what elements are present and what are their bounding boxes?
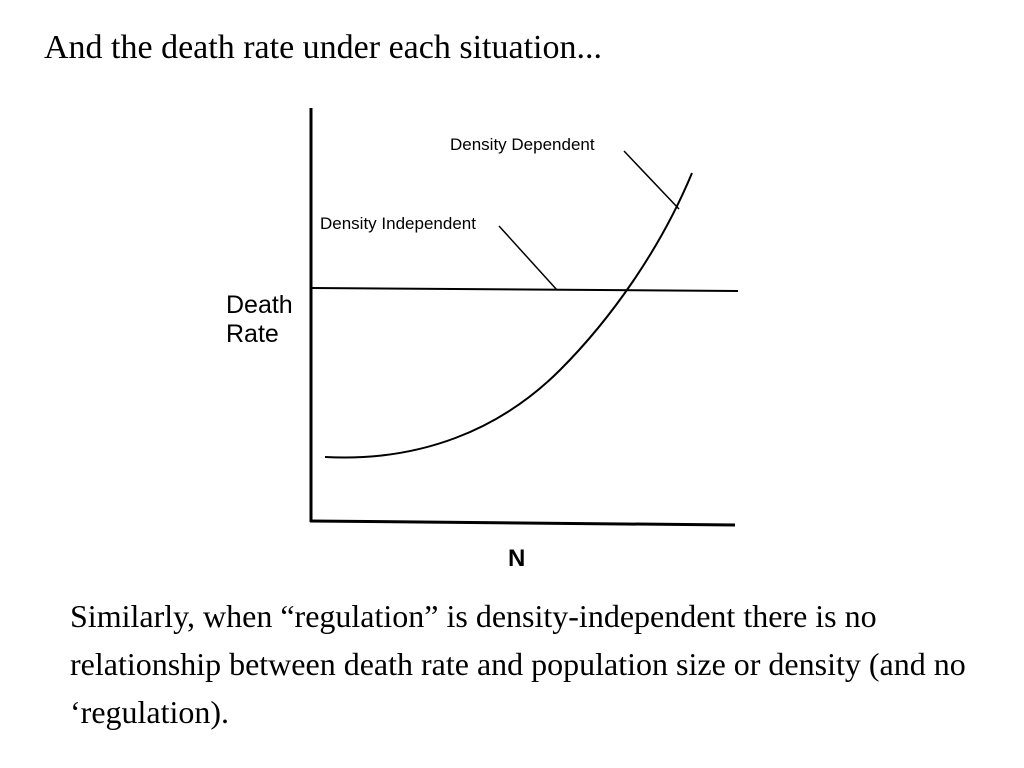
density-independent-leader: [498, 225, 558, 291]
slide-caption: Similarly, when “regulation” is density-…: [70, 598, 966, 730]
death-rate-diagram: Density Dependent Density Independent De…: [226, 108, 739, 572]
x-axis-label: N: [508, 545, 525, 572]
density-independent-line: [311, 287, 739, 292]
density-independent-label: Density Independent: [320, 214, 476, 233]
x-axis: [309, 519, 736, 527]
density-dependent-leader: [623, 150, 680, 210]
slide-title: And the death rate under each situation.…: [44, 29, 602, 66]
y-axis-label-line1: Death: [226, 291, 293, 319]
density-dependent-curve: [324, 172, 693, 459]
density-dependent-label: Density Dependent: [450, 135, 595, 154]
y-axis-label-line2: Rate: [226, 320, 279, 348]
